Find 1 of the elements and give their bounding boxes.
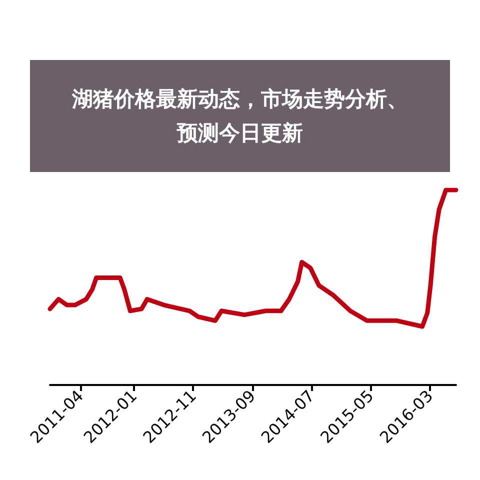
chart-title: 湖猪价格最新动态，市场走势分析、预测今日更新	[71, 87, 408, 145]
